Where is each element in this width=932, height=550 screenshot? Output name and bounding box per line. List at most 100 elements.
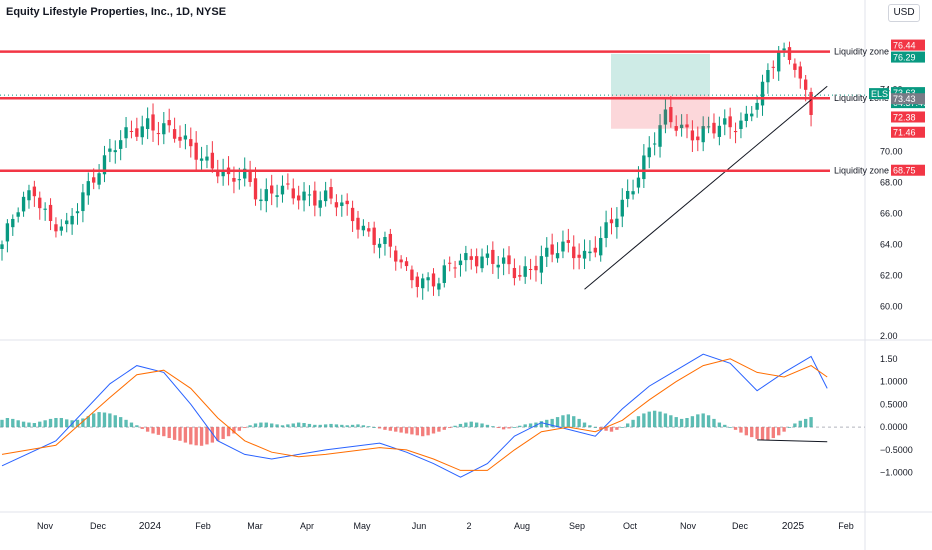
candle-body [572, 246, 576, 259]
macd-bar [189, 427, 193, 445]
macd-bar [172, 427, 177, 440]
candle-body [501, 257, 506, 264]
macd-bar [609, 427, 614, 432]
candle-body [334, 202, 339, 208]
candle-body [458, 260, 463, 266]
candle-body [394, 250, 398, 262]
candle-body [54, 224, 58, 232]
candle-body [464, 253, 468, 261]
candle-body [760, 81, 765, 106]
ticker-badge [869, 88, 889, 100]
macd-bar [75, 419, 80, 428]
candle-body [318, 200, 322, 208]
macd-bar [210, 427, 215, 443]
macd-histogram [0, 410, 813, 446]
macd-bar [652, 410, 657, 428]
candle-body [307, 194, 312, 196]
macd-tick-label: 2.00 [880, 331, 898, 341]
candle-body [809, 91, 813, 115]
candle-body [545, 247, 549, 257]
macd-bar [38, 421, 42, 428]
candle-body [356, 217, 360, 230]
candle-body [280, 185, 285, 195]
candle-body [43, 208, 47, 210]
time-axis-label: Nov [37, 521, 54, 531]
price-axis-badge [891, 51, 925, 63]
macd-bar [599, 427, 603, 429]
candle-body [620, 199, 624, 217]
candle-body [167, 120, 171, 126]
price-axis-badge [891, 93, 925, 105]
time-axis-label: Nov [680, 521, 697, 531]
macd-bar [86, 416, 90, 428]
candle-body [86, 181, 90, 196]
price-tick-label: 68.00 [880, 177, 903, 187]
candle-body [48, 204, 53, 221]
candle-body [793, 63, 797, 70]
macd-bar [566, 414, 571, 428]
macd-bar [345, 425, 349, 428]
macd-bar [631, 419, 635, 428]
macd-bar [620, 427, 624, 428]
candle-body [528, 268, 533, 270]
candle-body [172, 129, 177, 139]
price-tick-label: 64.00 [880, 239, 903, 249]
macd-bar [626, 423, 630, 428]
candle-body [712, 122, 716, 134]
macd-bar [318, 424, 322, 428]
macd-bar [491, 426, 495, 428]
candle-body [609, 219, 614, 224]
candle-body [350, 207, 355, 222]
candle-body [129, 130, 134, 132]
macd-line [1, 353, 828, 478]
time-axis-label: Aug [514, 521, 530, 531]
candle-body [744, 113, 749, 121]
price-axis-badge [891, 164, 925, 176]
candle-body [118, 140, 123, 149]
candle-body [474, 256, 479, 267]
macd-bar [264, 422, 268, 428]
candle-body [437, 283, 441, 290]
macd-bar [340, 424, 344, 428]
candle-body [803, 79, 808, 90]
macd-bar [464, 422, 468, 428]
macd-bar [507, 427, 511, 429]
candle-body [183, 135, 188, 140]
candle-body [81, 192, 85, 212]
candle-body [145, 118, 150, 129]
candle-body [431, 273, 436, 287]
macd-bar [690, 416, 695, 428]
candle-body [221, 170, 225, 177]
candle-body [577, 254, 581, 258]
macd-bar [399, 427, 403, 433]
candle-body [388, 233, 393, 247]
macd-bar [216, 427, 220, 441]
candle-body [777, 52, 781, 72]
macd-bar [118, 417, 123, 428]
candle-body [658, 125, 662, 147]
macd-bar [496, 427, 500, 429]
macd-bar [750, 427, 754, 438]
macd-bar [448, 427, 452, 429]
macd-bar [48, 418, 53, 428]
macd-bar [658, 411, 662, 428]
candle-body [340, 202, 344, 206]
macd-bar [798, 420, 802, 428]
macd-bar [410, 427, 414, 435]
time-axis-label: 2024 [139, 521, 162, 532]
candle-body [426, 277, 430, 281]
candle-body [512, 267, 517, 279]
macd-bar [550, 418, 554, 428]
candle-body [555, 253, 560, 259]
macd-bar [275, 424, 279, 428]
macd-bar [43, 420, 47, 428]
macd-bar [669, 415, 673, 428]
candle-body [92, 177, 96, 183]
price-tick-label: 70.00 [880, 146, 903, 156]
macd-bar [744, 427, 749, 436]
currency-button[interactable]: USD [888, 4, 920, 22]
macd-bar [615, 427, 619, 430]
macd-bar [237, 427, 241, 431]
time-axis-label: Sep [569, 521, 585, 531]
